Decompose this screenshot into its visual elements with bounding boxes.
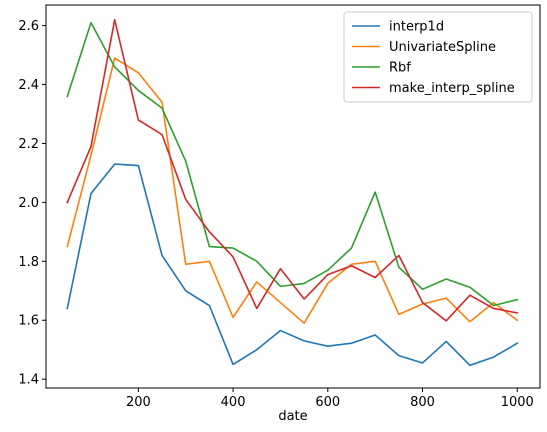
x-tick-label: 400 (221, 395, 246, 410)
x-tick-label: 800 (410, 395, 435, 410)
legend: interp1d UnivariateSpline Rbf make_interp_s… (343, 11, 533, 103)
y-tick-label: 2.2 (18, 137, 39, 152)
y-tick-label: 1.4 (18, 373, 39, 388)
legend-label-2: Rbf (389, 61, 411, 76)
legend-label-3: make_interp_spline (389, 81, 515, 96)
series-line-1 (66, 57, 519, 324)
x-tick-label: 600 (315, 395, 340, 410)
legend-box (343, 11, 533, 103)
legend-label-1: UnivariateSpline (389, 40, 496, 55)
y-tick-label: 1.8 (18, 255, 39, 270)
y-tick-label: 1.6 (18, 314, 39, 329)
legend-label-0: interp1d (389, 20, 444, 35)
y-tick-label: 2.6 (18, 19, 39, 34)
series-layer (66, 18, 519, 367)
y-tick-label: 2.4 (18, 78, 39, 93)
x-tick-label: 1000 (501, 395, 534, 410)
series-line-0 (66, 163, 519, 367)
series-line-3 (66, 18, 519, 322)
y-axis-ticks: 1.4 1.6 1.8 2.0 2.2 2.4 2.6 (18, 19, 46, 388)
x-tick-label: 200 (126, 395, 151, 410)
plot-frame (45, 4, 541, 389)
x-axis-label: date (278, 409, 307, 424)
y-tick-label: 2.0 (18, 196, 39, 211)
x-axis-ticks: 200 400 600 800 1000 (126, 388, 534, 410)
